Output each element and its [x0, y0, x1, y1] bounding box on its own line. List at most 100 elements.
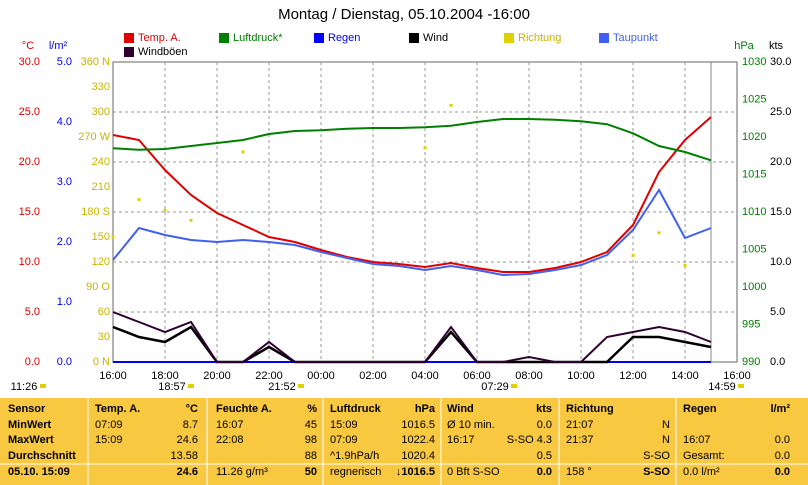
- table-value: 0.0: [537, 419, 552, 431]
- y-tick-label: 210: [92, 181, 110, 193]
- table-cell: 0.0 l/m²: [683, 466, 720, 478]
- table-value: 0.0: [775, 434, 790, 446]
- y-tick-label: 5.0: [770, 306, 785, 318]
- direction-dot: [137, 198, 141, 201]
- legend-swatch: [599, 33, 609, 43]
- y-tick-label: 0.0: [770, 356, 785, 368]
- y-tick-label: 1005: [742, 243, 766, 255]
- direction-dot: [163, 208, 167, 212]
- direction-dot: [111, 235, 115, 239]
- axis-unit: kts: [769, 40, 784, 52]
- table-cell: 07:09: [95, 419, 123, 431]
- y-tick-label: 180 S: [81, 206, 110, 218]
- y-tick-label: 0 N: [93, 356, 110, 368]
- y-tick-label: 2.0: [57, 236, 72, 248]
- table-value: 45: [305, 419, 317, 431]
- table-value: 0.0: [775, 466, 790, 478]
- event-marker: [298, 384, 304, 388]
- legend-swatch: [409, 33, 419, 43]
- table-unit: %: [307, 403, 317, 415]
- event-time: 07:29: [481, 381, 509, 393]
- y-tick-label: 330: [92, 81, 110, 93]
- y-tick-label: 120: [92, 256, 110, 268]
- event-marker: [511, 384, 517, 388]
- x-tick-label: 08:00: [515, 370, 543, 382]
- series-line: [112, 116, 712, 273]
- event-time: 18:57: [158, 381, 186, 393]
- table-cell: 07:09: [330, 434, 358, 446]
- table-cell: ^1.9hPa/h: [330, 450, 379, 462]
- summary-panel: [0, 398, 808, 485]
- y-tick-label: 1.0: [57, 296, 72, 308]
- y-tick-label: 60: [98, 306, 110, 318]
- y-tick-label: 1015: [742, 168, 766, 180]
- y-tick-label: 300: [92, 106, 110, 118]
- table-value: S-SO: [643, 466, 670, 478]
- event-time: 14:59: [708, 381, 736, 393]
- x-tick-label: 16:00: [99, 370, 127, 382]
- y-tick-label: 25.0: [770, 106, 791, 118]
- table-unit: °C: [186, 403, 198, 415]
- y-tick-label: 0.0: [57, 356, 72, 368]
- table-unit: hPa: [415, 403, 436, 415]
- table-cell: 15:09: [330, 419, 358, 431]
- y-tick-label: 150: [92, 231, 110, 243]
- y-tick-label: 1020: [742, 131, 766, 143]
- event-time: 21:52: [268, 381, 296, 393]
- axis-unit: l/m²: [49, 40, 68, 52]
- y-tick-label: 3.0: [57, 176, 72, 188]
- x-tick-label: 04:00: [411, 370, 439, 382]
- y-tick-label: 990: [742, 356, 760, 368]
- table-value: 24.6: [177, 434, 198, 446]
- table-unit: l/m²: [770, 403, 790, 415]
- table-cell: regnerisch: [330, 466, 381, 478]
- x-tick-label: 20:00: [203, 370, 231, 382]
- row-label: MinWert: [8, 419, 52, 431]
- table-value: 1022.4: [401, 434, 435, 446]
- y-tick-label: 5.0: [25, 306, 40, 318]
- direction-dot: [683, 263, 687, 267]
- table-header: Temp. A.: [95, 403, 140, 415]
- y-tick-label: 1025: [742, 93, 766, 105]
- y-tick-label: 10.0: [770, 256, 791, 268]
- table-cell: 21:07: [566, 419, 594, 431]
- direction-dot: [449, 103, 453, 107]
- series-line: [112, 311, 712, 363]
- table-cell: 16:17: [447, 434, 475, 446]
- direction-dot: [657, 231, 661, 235]
- y-tick-label: 20.0: [19, 156, 40, 168]
- table-value: 0.0: [775, 450, 790, 462]
- y-tick-label: 25.0: [19, 106, 40, 118]
- table-cell: 0 Bft S-SO: [447, 466, 500, 478]
- table-value: 1016.5: [401, 419, 435, 431]
- legend-label: Wind: [423, 32, 448, 44]
- event-marker: [188, 384, 194, 388]
- series-line: [112, 188, 712, 277]
- legend-swatch: [314, 33, 324, 43]
- event-marker: [40, 384, 46, 388]
- table-value: S-SO: [643, 450, 670, 462]
- table-value: 50: [305, 466, 317, 478]
- direction-dot: [241, 150, 245, 154]
- x-tick-label: 02:00: [359, 370, 387, 382]
- legend-label: Taupunkt: [613, 32, 658, 44]
- direction-dot: [423, 146, 427, 150]
- y-tick-label: 10.0: [19, 256, 40, 268]
- x-tick-label: 06:00: [463, 370, 491, 382]
- direction-dot: [631, 253, 635, 257]
- x-tick-label: 12:00: [619, 370, 647, 382]
- table-header: Richtung: [566, 403, 614, 415]
- y-tick-label: 30.0: [770, 56, 791, 68]
- y-tick-label: 1010: [742, 206, 766, 218]
- x-tick-label: 10:00: [567, 370, 595, 382]
- y-tick-label: 15.0: [770, 206, 791, 218]
- table-cell: 16:07: [216, 419, 244, 431]
- x-tick-label: 14:00: [671, 370, 699, 382]
- y-tick-label: 20.0: [770, 156, 791, 168]
- table-header: Feuchte A.: [216, 403, 272, 415]
- y-tick-label: 995: [742, 318, 760, 330]
- y-tick-label: 90 O: [86, 281, 110, 293]
- axis-unit: °C: [22, 40, 34, 52]
- axis-unit: hPa: [734, 40, 754, 52]
